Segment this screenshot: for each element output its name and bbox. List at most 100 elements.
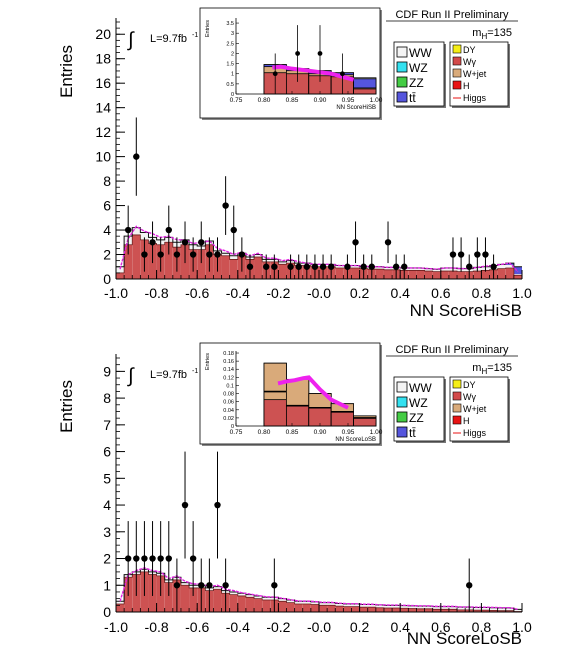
wgamma-bar: [497, 268, 506, 279]
y-tick-label: 12: [95, 124, 111, 140]
wgamma-bar: [424, 271, 433, 279]
wgamma-bar: [237, 595, 246, 612]
data-point: [133, 153, 140, 160]
wgamma-bar: [432, 271, 441, 279]
wgamma-bar: [424, 608, 433, 612]
inset-x-tick-label: 0.95: [342, 97, 355, 104]
wgamma-bar: [302, 603, 311, 612]
legend-label: Higgs: [463, 93, 487, 103]
wgamma-bar: [327, 605, 336, 612]
inset-x-tick-label: 0.80: [258, 97, 271, 104]
wgamma-bar: [359, 607, 368, 612]
inset-wgamma-bar: [330, 411, 355, 427]
ww-bar: [489, 607, 498, 612]
higgs-line: [119, 225, 519, 273]
inset-y-tick-label: 0.16: [223, 359, 234, 365]
wgamma-bar: [505, 610, 514, 612]
lumi-exponent: -1: [192, 32, 198, 39]
inset-y-tick-label: 0.14: [223, 367, 234, 373]
inset-higgs-curve: [272, 64, 355, 82]
x-tick-label: -0.8: [145, 619, 169, 635]
inset-x-tick-label: 0.85: [286, 429, 299, 436]
wgamma-bar: [229, 259, 238, 279]
legend-swatch: [452, 80, 462, 90]
chart-panel-2: 0 1 2 3 4 5 6 7 8 9 -1.0 -0.8 -0.6 -0.4 -0.2 -0.0 0.2 0.4…: [57, 342, 532, 648]
x-tick-label: -1.0: [104, 285, 128, 301]
inset-x-tick-label: 0.95: [342, 429, 355, 436]
data-point: [222, 582, 229, 589]
wgamma-bar: [481, 270, 490, 279]
y-tick-label: 6: [103, 198, 111, 214]
legend-swatch: [396, 46, 408, 58]
y-tick-label: 2: [103, 247, 111, 263]
x-tick-label: -0.4: [226, 619, 250, 635]
y-tick-label: 20: [95, 26, 111, 42]
wgamma-bar: [335, 267, 344, 279]
inset-y-tick-label: 0.1: [226, 383, 234, 389]
inset-wgamma-bar: [263, 399, 287, 427]
x-tick-label: -0.6: [185, 619, 209, 635]
data-point: [181, 501, 189, 509]
inset-higgs-curve: [277, 375, 349, 410]
y-tick-label: 5: [103, 470, 111, 486]
inset-y-tick-label: 0.5: [226, 82, 234, 88]
wgamma-bar: [416, 270, 425, 279]
x-tick-label: 0.4: [390, 619, 410, 635]
wgamma-bar: [367, 607, 376, 612]
wgamma-bar: [278, 264, 287, 279]
legend-label: H: [463, 81, 470, 91]
higgs-line: [119, 567, 519, 611]
inset-x-tick-label: 0.90: [314, 429, 327, 436]
legend-swatch: [396, 396, 408, 408]
inset-y-tick-label: 3.5: [226, 21, 234, 27]
x-tick-label: 1.0: [512, 285, 532, 301]
legend-swatch: [396, 411, 408, 423]
data-point: [206, 582, 213, 589]
data-point: [230, 226, 237, 234]
data-point: [198, 239, 205, 246]
inset-y-tick-label: 3: [231, 31, 234, 37]
y-tick-label: 3: [103, 524, 111, 540]
x-tick-label: -0.0: [307, 285, 331, 301]
data-point: [165, 555, 172, 562]
legend-swatch: [452, 415, 462, 425]
wgamma-bar: [489, 610, 498, 612]
wgamma-bar: [164, 582, 173, 612]
legend-swatch: [452, 379, 462, 389]
wgamma-bar: [132, 234, 141, 279]
data-point: [401, 263, 408, 270]
wgamma-bar: [180, 585, 190, 612]
y-tick-label: 10: [95, 149, 111, 165]
wgamma-bar: [164, 242, 173, 279]
inset-x-axis-label: NN ScoreLoSB: [335, 437, 376, 443]
legend-label: Wγ: [463, 57, 476, 67]
wgamma-bar: [505, 267, 514, 279]
integral-symbol: ∫: [127, 29, 135, 51]
inset-x-tick-label: 0.75: [230, 97, 243, 104]
wgamma-bar: [116, 603, 125, 612]
x-tick-label: -1.0: [104, 619, 128, 635]
data-point: [449, 251, 457, 258]
wgamma-bar: [294, 603, 303, 612]
wgamma-bar: [229, 594, 238, 612]
legend-swatch: [396, 76, 408, 88]
legend-label: ZZ: [409, 76, 424, 90]
y-axis-label: Entries: [57, 45, 76, 98]
x-tick-label: -0.0: [307, 619, 331, 635]
inset-x-tick-label: 1.00: [370, 97, 383, 104]
wgamma-bar: [319, 605, 328, 612]
wgamma-bar: [408, 608, 417, 612]
data-point: [238, 251, 246, 258]
y-tick-label: 0: [103, 604, 111, 620]
y-tick-label: 2: [103, 551, 111, 567]
x-axis-label: NN ScoreHiSB: [410, 301, 522, 320]
inset-wgamma-bar: [353, 417, 377, 427]
x-tick-label: 0.6: [431, 619, 451, 635]
legend-swatch: [396, 61, 408, 73]
legend-label: tt̄: [409, 426, 416, 440]
data-point: [173, 251, 181, 258]
inset-x-tick-label: 0.75: [230, 429, 243, 436]
legend-swatch: [452, 44, 462, 54]
